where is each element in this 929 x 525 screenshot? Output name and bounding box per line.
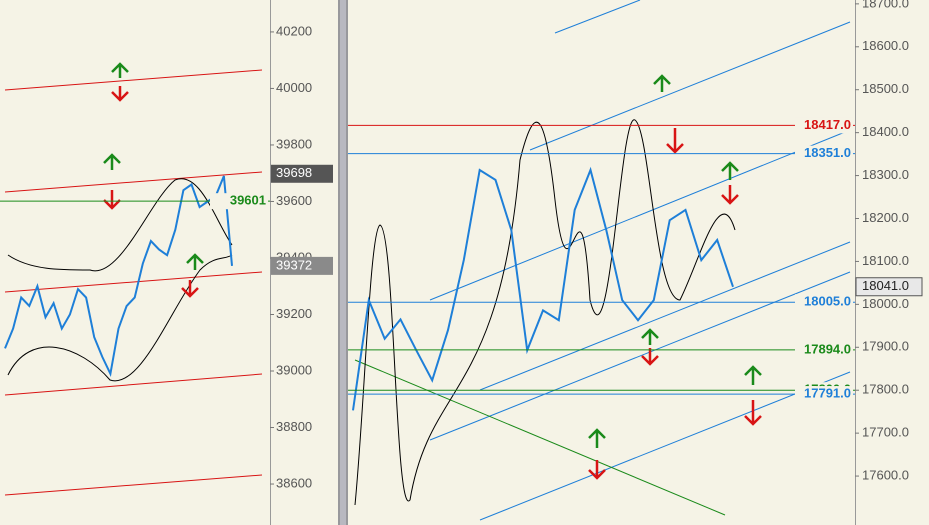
- channel-line: [429, 271, 851, 441]
- y-tick-label: 18000.0: [862, 296, 909, 311]
- level-label: 18351.0: [804, 145, 851, 160]
- y-tick-label: 38600: [276, 475, 312, 490]
- level-label-bg: [795, 341, 853, 358]
- up-arrow: [641, 328, 659, 345]
- channel-line: [479, 241, 851, 391]
- price-box: [271, 256, 333, 275]
- channel-line: [529, 21, 851, 151]
- price-box-label: 18041.0: [862, 278, 909, 293]
- down-arrow: [181, 280, 199, 298]
- up-arrow: [111, 62, 129, 78]
- y-tick-label: 18100.0: [862, 253, 909, 268]
- level-label: 18417.0: [804, 117, 851, 132]
- level-label-bg: [210, 193, 268, 210]
- y-tick-label: 18600.0: [862, 38, 909, 53]
- up-arrow: [744, 365, 762, 385]
- level-label: 17791.0: [804, 386, 851, 401]
- price-box-label: 39372: [276, 257, 312, 272]
- down-arrow: [588, 460, 606, 480]
- y-tick-label: 17700.0: [862, 425, 909, 440]
- price-box: [855, 277, 923, 297]
- y-tick-label: 39800: [276, 136, 312, 151]
- channel-line: [554, 0, 641, 34]
- y-tick-label: 39600: [276, 193, 312, 208]
- y-tick-label: 40200: [276, 23, 312, 38]
- y-tick-label: 18700.0: [862, 0, 909, 10]
- channel-lines: [4, 0, 851, 521]
- down-arrow: [103, 190, 121, 210]
- down-arrow: [721, 185, 739, 205]
- down-arrow: [666, 128, 684, 154]
- signal-arrows: [103, 62, 762, 480]
- channel-line: [429, 129, 851, 301]
- down-arrow: [641, 348, 659, 366]
- channel-line: [4, 171, 263, 193]
- y-tick-label: 38800: [276, 419, 312, 434]
- channel-line: [479, 371, 851, 521]
- y-tick-label: 39200: [276, 306, 312, 321]
- channel-line: [4, 271, 263, 293]
- y-tick-label: 18200.0: [862, 210, 909, 225]
- level-label-bg: [795, 117, 853, 134]
- level-label: 18005.0: [804, 294, 851, 309]
- level-label: 39601: [230, 193, 266, 208]
- y-tick-label: 17800.0: [862, 382, 909, 397]
- channel-line: [4, 69, 263, 91]
- down-arrow: [111, 86, 129, 102]
- channel-line: [4, 373, 263, 396]
- level-label-bg: [795, 386, 853, 403]
- up-arrow: [721, 161, 739, 180]
- price-box-label: 39698: [276, 165, 312, 180]
- y-tick-label: 17600.0: [862, 468, 909, 483]
- up-arrow: [103, 153, 121, 170]
- channel-line: [354, 359, 726, 516]
- price-box: [271, 164, 333, 183]
- y-tick-label: 40000: [276, 80, 312, 95]
- level-label-bg: [795, 145, 853, 162]
- band-line: [7, 178, 233, 272]
- up-arrow: [588, 428, 606, 448]
- y-tick-label: 17900.0: [862, 339, 909, 354]
- level-label: 17894.0: [804, 341, 851, 356]
- band-line: [7, 254, 233, 382]
- y-tick-label: 39000: [276, 362, 312, 377]
- channel-line: [4, 474, 263, 496]
- panel-separator: [338, 0, 348, 525]
- band-line: [354, 119, 736, 506]
- up-arrow: [186, 253, 204, 270]
- y-tick-label: 18300.0: [862, 167, 909, 182]
- y-tick-label: 18500.0: [862, 81, 909, 96]
- price-line: [4, 175, 233, 378]
- level-label-bg: [795, 294, 853, 311]
- y-tick-label: 18400.0: [862, 124, 909, 139]
- up-arrow: [653, 74, 671, 92]
- down-arrow: [744, 400, 762, 426]
